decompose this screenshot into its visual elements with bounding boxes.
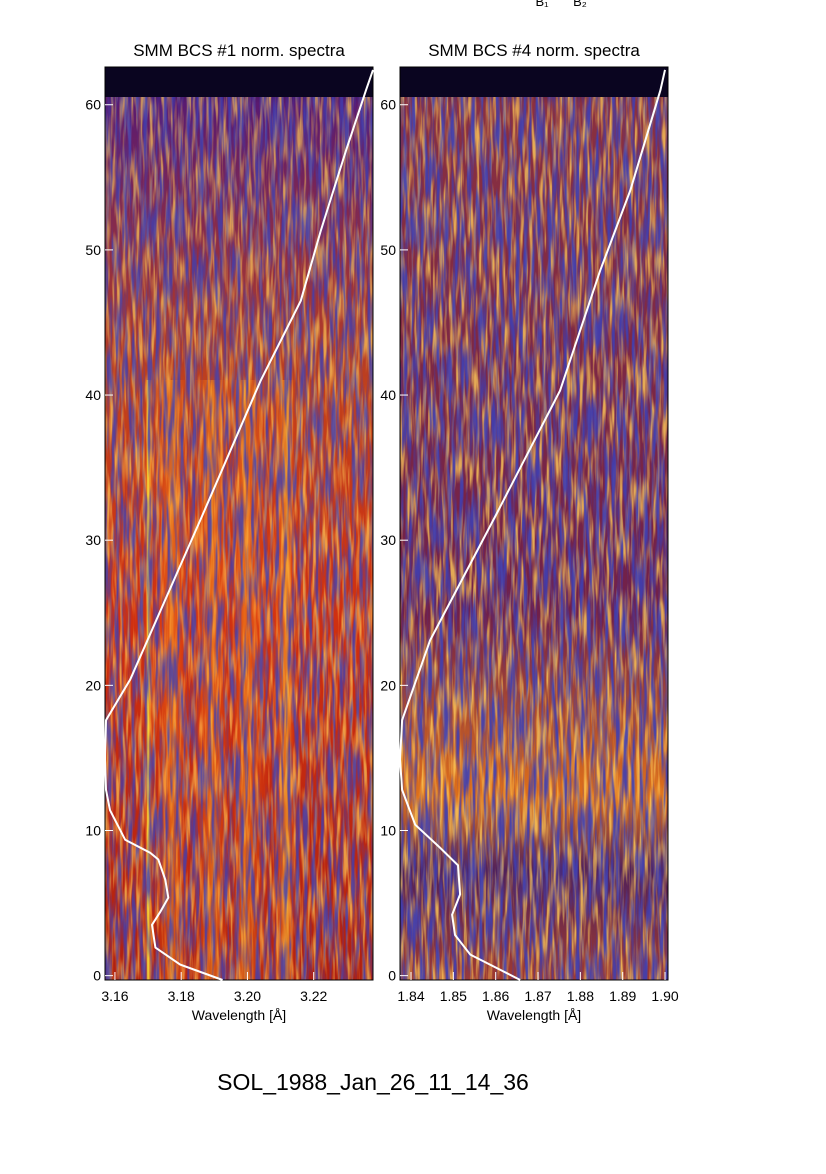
x-tick-label: 3.20 xyxy=(234,988,261,1004)
annotation: B₁ xyxy=(535,0,549,9)
x-tick-label: 1.84 xyxy=(397,988,424,1004)
y-tick-label: 30 xyxy=(380,532,396,548)
plot-frame xyxy=(399,66,669,981)
x-tick-label: 1.87 xyxy=(524,988,551,1004)
y-tick-label: 10 xyxy=(380,822,396,838)
y-tick-label: 40 xyxy=(380,387,396,403)
y-tick-label: 60 xyxy=(380,97,396,113)
caption: SOL_1988_Jan_26_11_14_36 xyxy=(217,1069,529,1095)
y-tick-label: 50 xyxy=(380,242,396,258)
y-tick-label: 20 xyxy=(380,677,396,693)
y-tick-label: 0 xyxy=(388,968,396,984)
annotation: B₂ xyxy=(573,0,587,9)
plot-frame xyxy=(104,66,374,981)
x-tick-label: 1.86 xyxy=(482,988,509,1004)
chart-title: SMM BCS #4 norm. spectra xyxy=(428,41,640,60)
chart-title: SMM BCS #1 norm. spectra xyxy=(133,41,345,60)
x-axis-label: Wavelength [Å] xyxy=(487,1007,581,1023)
x-tick-label: 1.89 xyxy=(609,988,636,1004)
y-tick-label: 50 xyxy=(85,242,101,258)
x-tick-label: 3.18 xyxy=(168,988,195,1004)
y-tick-label: 40 xyxy=(85,387,101,403)
x-tick-label: 1.90 xyxy=(651,988,678,1004)
heatmap-1 xyxy=(105,67,373,980)
x-tick-label: 3.16 xyxy=(101,988,128,1004)
y-tick-label: 20 xyxy=(85,677,101,693)
x-tick-label: 1.85 xyxy=(440,988,467,1004)
x-tick-label: 3.22 xyxy=(300,988,327,1004)
light-curve xyxy=(398,69,666,981)
y-tick-label: 0 xyxy=(93,968,101,984)
x-tick-label: 1.88 xyxy=(567,988,594,1004)
x-axis-label: Wavelength [Å] xyxy=(192,1007,286,1023)
y-tick-label: 10 xyxy=(85,822,101,838)
light-curve xyxy=(103,69,374,981)
heatmap-2 xyxy=(400,67,668,980)
y-tick-label: 60 xyxy=(85,97,101,113)
y-tick-label: 30 xyxy=(85,532,101,548)
